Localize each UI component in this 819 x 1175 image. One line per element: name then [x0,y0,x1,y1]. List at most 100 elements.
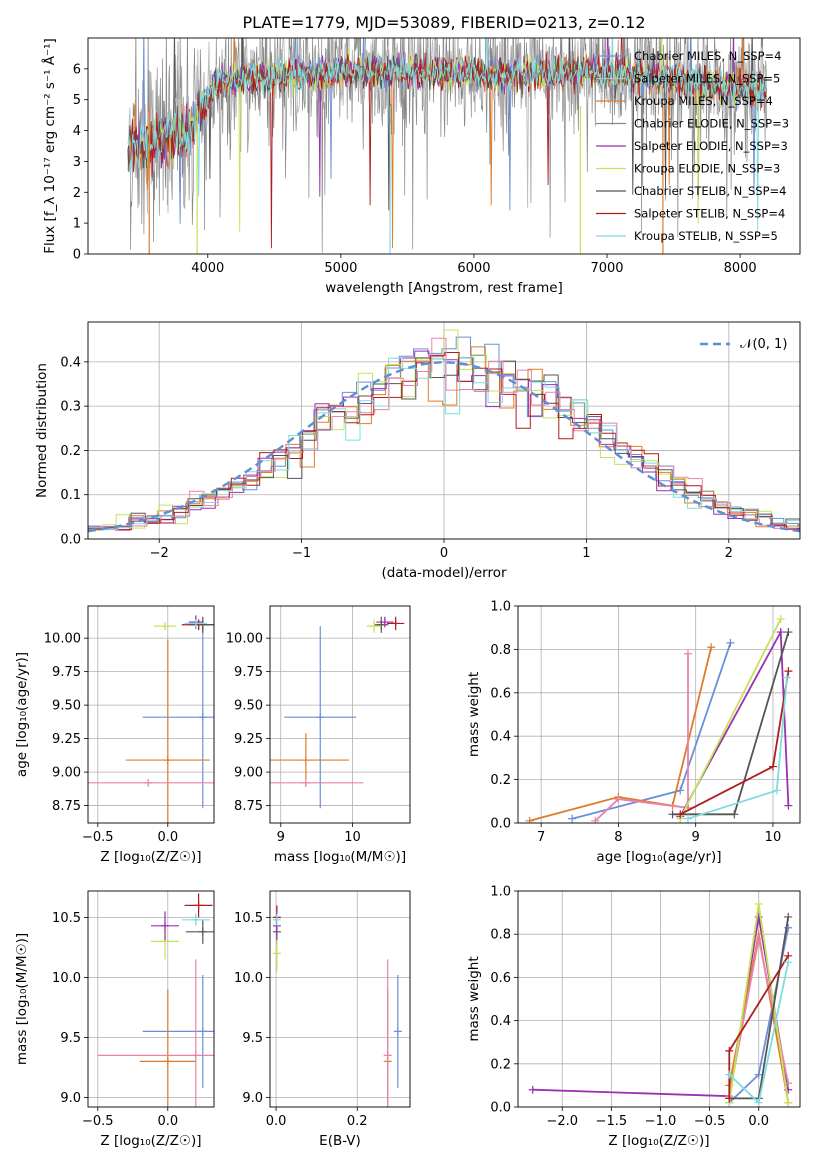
y-axis-label: mass weight [466,672,482,757]
x-tick-label: 8000 [724,261,757,276]
data-point [591,816,600,823]
y-tick-label: 9.00 [234,766,263,781]
legend-label: 𝒩(0, 1) [740,337,787,352]
x-axis-label: age [log₁₀(age/yr)] [596,849,721,865]
legend-label: Salpeter STELIB, N_SSP=4 [634,207,785,221]
data-point [784,628,793,637]
axes-mass-vs-Z: −0.5 0.0 9.0 9.5 10.0 10.5 Z [log₁₀(Z/Z☉)] mass… [14,890,215,1149]
data-point [316,713,325,722]
gaussian-curve [88,361,800,533]
figure-title: PLATE=1779, MJD=53089, FIBERID=0213, z=0… [242,13,645,32]
data-point [198,1027,207,1036]
data-point [784,1098,793,1107]
y-axis-label: Flux [f_λ 10⁻¹⁷ erg cm⁻² s⁻¹ Å⁻¹] [41,38,58,254]
y-tick-label: 0.0 [490,817,511,832]
y-tick-label: 0.2 [490,773,511,788]
y-tick-label: 10.0 [52,971,81,986]
x-tick-label: 10 [344,830,361,845]
legend-label: Chabrier ELODIE, N_SSP=3 [634,117,789,131]
data-point [754,899,763,908]
plot-area [272,905,402,1107]
axes-frame [87,37,801,255]
y-tick-label: 10.0 [234,971,263,986]
x-tick-label: −0.5 [82,830,114,845]
y-tick-label: 1.0 [490,600,511,615]
y-tick-label: 9.00 [52,766,81,781]
data-point [784,801,793,810]
data-point [668,810,677,819]
data-point [194,901,203,910]
data-point [272,949,281,958]
axes-massweight-vs-Z: −2.0 −1.5 −1.0 −0.5 0.0 0.0 0.2 0.4 0.6 0.8 1.0 Z [… [466,885,801,1149]
y-tick-label: 0.8 [490,643,511,658]
axes-massweight-vs-age: 7 8 9 10 0.0 0.2 0.4 0.6 0.8 1.0 age [log₁₀(age/yr… [466,600,801,865]
mass-weight-line [679,618,782,820]
y-tick-label: 10.5 [52,911,81,926]
data-point [772,786,781,795]
y-tick-label: 0.4 [60,355,81,370]
axes-age-vs-mass: 9 10 8.75 9.00 9.25 9.50 9.75 10.00 mass [log₁₀(… [226,605,411,865]
x-axis-label: wavelength [Angstrom, rest frame] [325,280,563,296]
data-point [754,934,763,943]
data-point [725,1070,734,1079]
data-point [568,814,577,823]
data-point [776,615,785,624]
x-tick-label: 5000 [324,261,357,276]
x-tick-label: 0.0 [157,1114,178,1129]
axes-spectrum: 4000 5000 6000 7000 8000 0 1 2 3 4 5 6 wavelength [A… [41,37,801,296]
y-tick-label: 9.25 [52,732,81,747]
y-tick-label: 1 [73,217,81,232]
data-point [191,1051,200,1060]
x-tick-label: 2 [725,546,733,561]
x-tick-label: −1.5 [596,1114,628,1129]
legend-label: Chabrier MILES, N_SSP=4 [634,49,781,63]
y-tick-label: 9.5 [60,1031,81,1046]
data-point [754,1070,763,1079]
legend-label: Chabrier STELIB, N_SSP=4 [634,184,786,198]
data-point [144,778,153,787]
histogram-step [88,352,800,531]
axes-frame [87,605,215,824]
y-axis-label: Normed distribution [34,363,50,498]
plot-area [127,38,768,254]
spectrum-line [127,38,768,253]
legend-label: Salpeter MILES, N_SSP=5 [634,72,780,86]
x-tick-label: 0 [440,546,448,561]
data-point [784,958,793,967]
data-point [782,673,791,682]
y-axis-label: mass [log₁₀(M/M☉)] [14,933,30,1065]
spectrum-line [127,38,767,233]
data-point [754,1098,763,1107]
data-point [776,628,785,637]
legend-label: Kroupa STELIB, N_SSP=5 [634,229,778,243]
x-axis-label: Z [log₁₀(Z/Z☉)] [608,1133,709,1149]
histogram-step [88,329,800,531]
y-tick-label: 1.0 [490,885,511,900]
data-point [191,915,200,924]
data-point [707,643,716,652]
y-tick-label: 0.2 [490,1057,511,1072]
axes-frame [87,890,215,1108]
y-tick-label: 0.0 [60,533,81,548]
x-tick-label: 0.2 [347,1114,368,1129]
x-tick-label: 9 [277,830,285,845]
data-point [370,622,379,631]
plot-area [88,329,800,533]
x-tick-label: −1 [292,546,311,561]
plot-area [88,615,214,823]
x-axis-label: Z [log₁₀(Z/Z☉)] [100,1133,201,1149]
y-axis-label: mass weight [466,956,482,1041]
y-tick-label: 9.0 [242,1091,263,1106]
histogram-step [89,356,800,531]
data-point [676,810,685,819]
axes-frame [269,605,411,824]
data-point [730,810,739,819]
histogram-step [90,337,800,529]
histogram-step [88,350,800,531]
data-point [161,921,169,930]
x-tick-label: 4000 [191,261,224,276]
y-tick-label: 0 [73,248,81,263]
x-tick-label: 0.0 [266,1114,287,1129]
